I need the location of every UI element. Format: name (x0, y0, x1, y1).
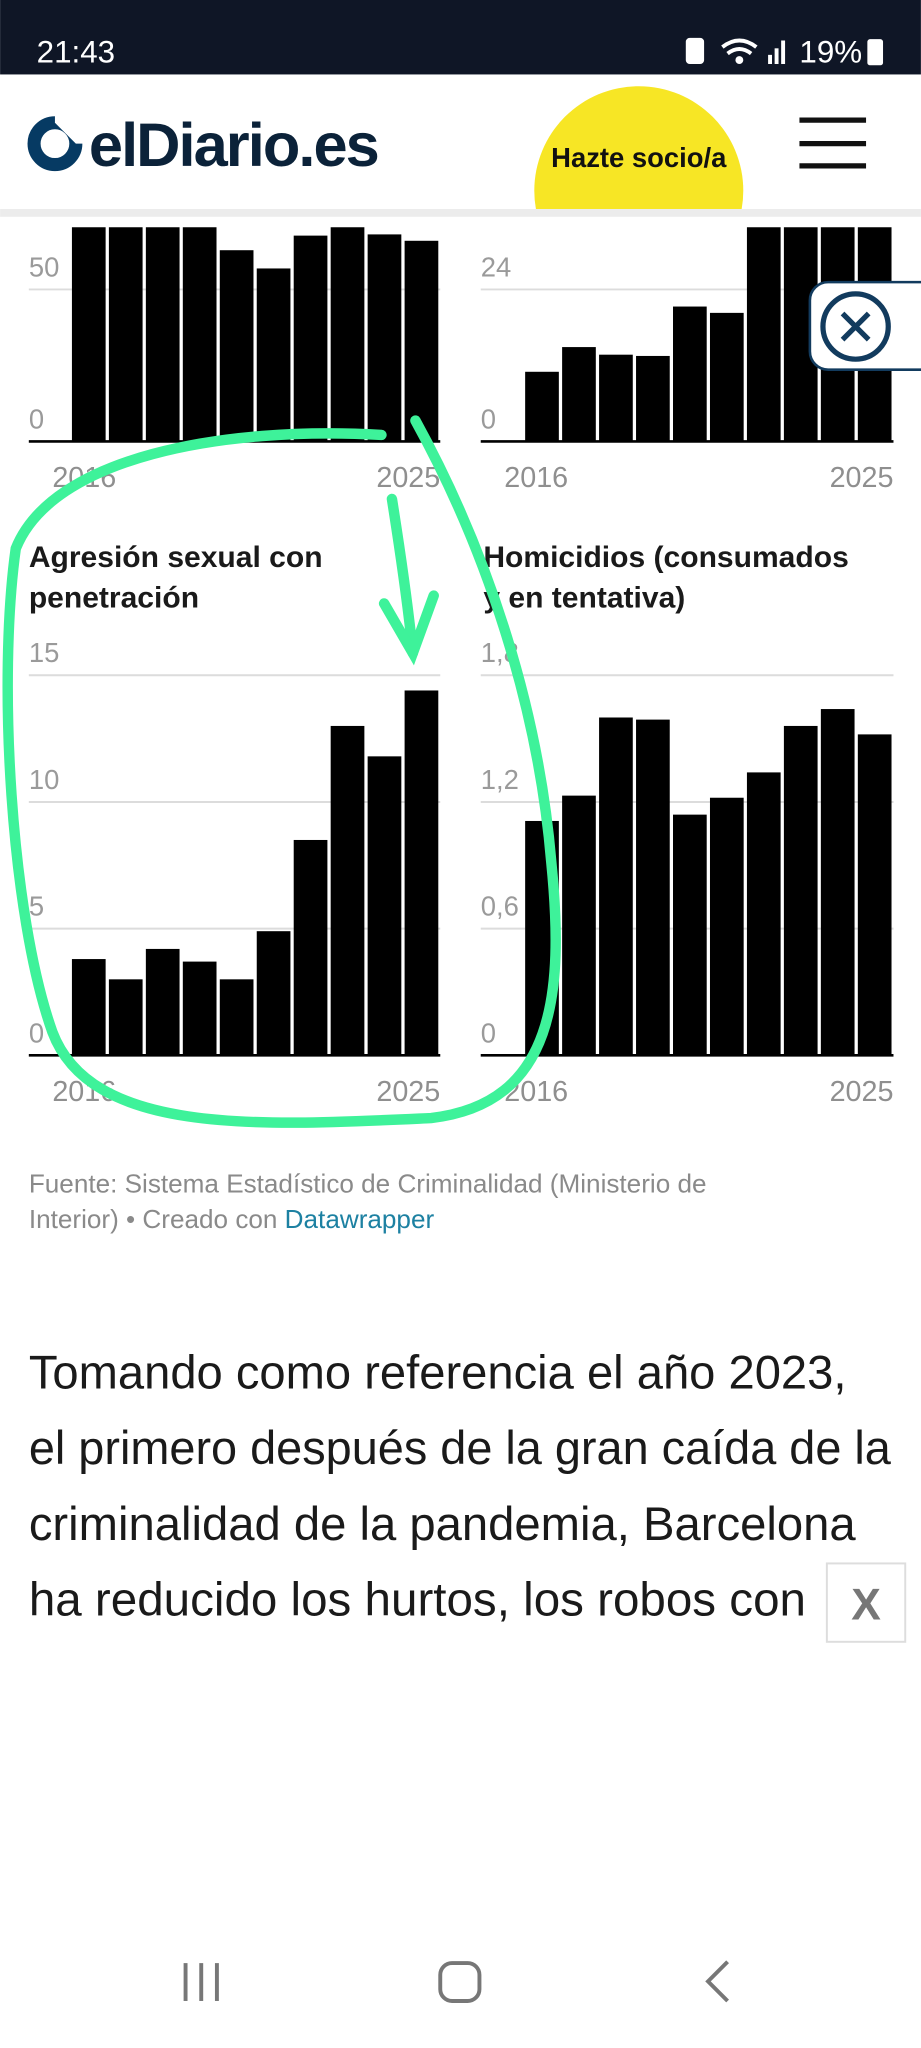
y-tick-label: 24 (481, 251, 511, 282)
bar (256, 268, 291, 442)
recent-apps[interactable] (183, 1963, 219, 2001)
bar (367, 234, 402, 442)
chart-title-line: Homicidios (consumados (483, 541, 848, 574)
bar (71, 959, 106, 1056)
y-tick-label: 0 (481, 403, 496, 434)
bar (293, 839, 328, 1056)
source-link[interactable]: Datawrapper (285, 1204, 435, 1234)
y-tick-label: 50 (29, 251, 59, 282)
bar (746, 227, 781, 442)
logo-text: elDiario.es (89, 111, 378, 180)
bar (636, 719, 670, 1056)
source-text: Interior) • Creado con Datawrapper (29, 1204, 435, 1234)
bar (673, 306, 707, 442)
status-time: 21:43 (37, 35, 115, 70)
back-button[interactable] (705, 1960, 729, 2003)
y-tick-label: 0 (29, 1017, 44, 1048)
article-line: ha reducido los hurtos, los robos con (29, 1573, 806, 1626)
bar (256, 931, 291, 1056)
chart-title: Agresión sexual con penetración (29, 541, 323, 614)
chart-title: Homicidios (consumados y en tentativa) (483, 541, 848, 614)
header-shadow (0, 208, 921, 217)
bar (857, 734, 892, 1056)
header-bg (0, 74, 921, 209)
article-line: Tomando como referencia el año 2023, (29, 1345, 847, 1398)
bar (525, 371, 559, 442)
source-text: Fuente: Sistema Estadístico de Criminali… (29, 1168, 707, 1198)
y-tick-label: 5 (29, 891, 44, 922)
y-tick-label: 10 (29, 764, 59, 795)
close-article-ad[interactable]: X (825, 1562, 907, 1643)
status-icons (685, 37, 884, 66)
x-tick-label: 2025 (830, 1076, 894, 1108)
x-tick-label: 2025 (376, 1076, 440, 1108)
bar (330, 725, 365, 1056)
bar (673, 814, 707, 1056)
bar (820, 709, 855, 1056)
bar (709, 797, 744, 1056)
bar (562, 347, 596, 442)
nav-bar (183, 1960, 729, 2003)
status-bar (0, 0, 921, 75)
x-tick-label: 2025 (376, 462, 440, 494)
bar (71, 227, 106, 442)
bar (219, 250, 254, 442)
article-line: criminalidad de la pandemia, Barcelona (29, 1497, 857, 1550)
bar (599, 354, 633, 442)
y-tick-label: 0 (481, 1017, 496, 1048)
bar (108, 979, 143, 1056)
close-ad-button[interactable] (808, 280, 921, 371)
subscribe-button[interactable]: Hazte socio/a (534, 86, 744, 295)
logo: elDiario.es (27, 111, 380, 180)
article-line: el primero después de la gran caída de l… (29, 1421, 892, 1474)
annotation (2, 415, 561, 1128)
bar (182, 961, 217, 1056)
y-tick-label: 0,6 (481, 891, 519, 922)
menu-button[interactable] (799, 117, 867, 169)
bar (709, 312, 744, 442)
bar (783, 725, 818, 1056)
bar (145, 948, 180, 1056)
x-tick-label: 2016 (504, 462, 568, 494)
bar (746, 772, 781, 1056)
bar (562, 795, 596, 1056)
bar (367, 756, 402, 1056)
bar (599, 717, 633, 1056)
bar (404, 240, 439, 442)
chart-title-line: Agresión sexual con (29, 541, 323, 574)
bar (108, 227, 143, 442)
bar (145, 227, 180, 442)
x-tick-label: 2025 (830, 462, 894, 494)
y-tick-label: 1,2 (481, 764, 519, 795)
article: Tomando como referencia el año 2023, el p… (29, 1345, 892, 1625)
subscribe-label[interactable]: Hazte socio/a (551, 142, 727, 173)
home-button[interactable] (438, 1961, 482, 2003)
bar (404, 690, 439, 1056)
close-label[interactable]: X (851, 1581, 881, 1630)
bar (219, 979, 254, 1056)
chart-title-line: y en tentativa) (483, 581, 685, 614)
source-text: Interior) • Creado con (29, 1204, 278, 1234)
bar (636, 355, 670, 442)
status-battery: 19% (799, 35, 862, 70)
bar (293, 235, 328, 442)
y-tick-label: 0 (29, 403, 44, 434)
y-tick-label: 15 (29, 637, 59, 668)
bar (330, 227, 365, 442)
chart-title-line: penetración (29, 581, 199, 614)
bar (182, 227, 217, 442)
